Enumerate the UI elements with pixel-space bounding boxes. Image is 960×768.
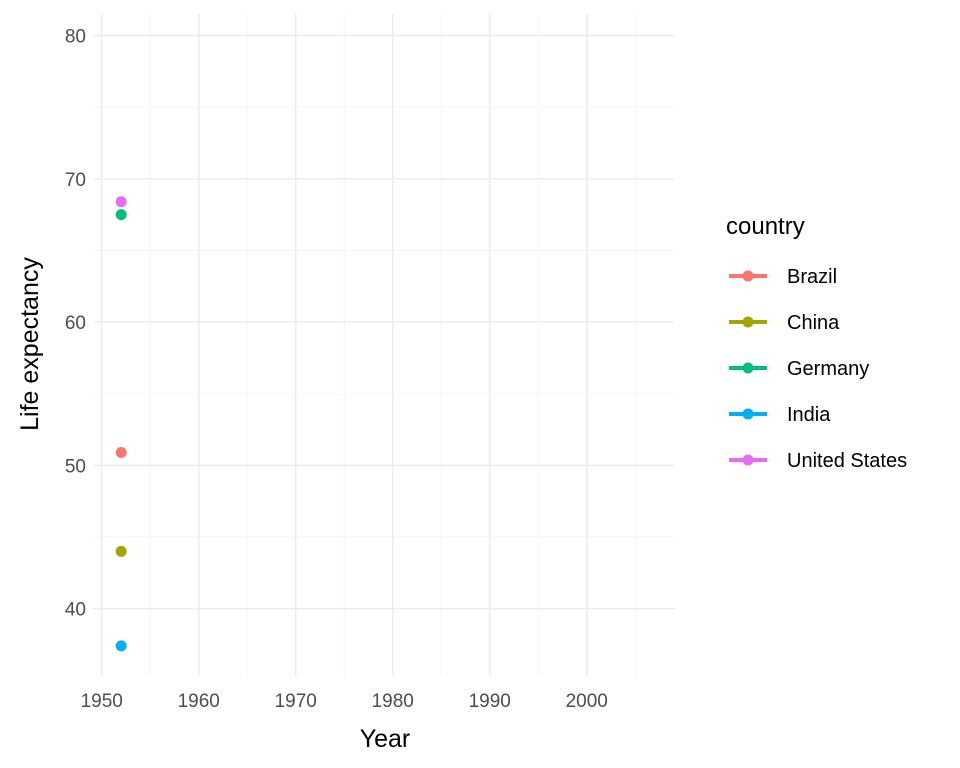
y-axis-ticks: 40 50 60 70 80 [65, 26, 86, 620]
data-series [115, 196, 127, 652]
legend: country Brazil China Germany India United St… [726, 213, 907, 472]
legend-item-brazil: Brazil [729, 266, 837, 288]
data-point-china [115, 545, 127, 557]
legend-key-point [742, 362, 754, 374]
minor-gridlines [94, 14, 674, 676]
x-tick-label: 1990 [469, 691, 511, 712]
x-tick-label: 1950 [81, 691, 123, 712]
legend-label: China [787, 312, 840, 334]
y-tick-label: 50 [65, 456, 86, 477]
series-china [115, 545, 127, 557]
data-point-brazil [115, 446, 127, 458]
legend-label: India [787, 404, 831, 426]
y-axis-title: Life expectancy [16, 257, 44, 431]
x-tick-label: 1970 [275, 691, 317, 712]
series-india [115, 640, 127, 652]
series-united-states [115, 196, 127, 208]
legend-label: United States [787, 450, 907, 472]
x-axis-ticks: 1950 1960 1970 1980 1990 2000 [81, 691, 608, 712]
legend-label: Germany [787, 358, 869, 380]
y-tick-label: 80 [65, 26, 86, 47]
major-gridlines [94, 14, 674, 676]
y-tick-label: 70 [65, 170, 86, 191]
y-tick-label: 60 [65, 313, 86, 334]
legend-item-india: India [729, 404, 831, 426]
data-point-united-states [115, 196, 127, 208]
series-brazil [115, 446, 127, 458]
data-point-india [115, 640, 127, 652]
legend-label: Brazil [787, 266, 837, 288]
x-tick-label: 1980 [372, 691, 414, 712]
series-germany [115, 209, 127, 221]
legend-items: Brazil China Germany India United States [729, 266, 907, 472]
legend-key-point [742, 270, 754, 282]
legend-key-point [742, 408, 754, 420]
x-tick-label: 2000 [566, 691, 608, 712]
data-point-germany [115, 209, 127, 221]
legend-item-china: China [729, 312, 840, 334]
legend-key-point [742, 454, 754, 466]
legend-item-united-states: United States [729, 450, 907, 472]
legend-title: country [726, 213, 805, 240]
legend-key-point [742, 316, 754, 328]
x-tick-label: 1960 [178, 691, 220, 712]
y-tick-label: 40 [65, 600, 86, 621]
x-axis-title: Year [360, 725, 411, 753]
legend-item-germany: Germany [729, 358, 869, 380]
